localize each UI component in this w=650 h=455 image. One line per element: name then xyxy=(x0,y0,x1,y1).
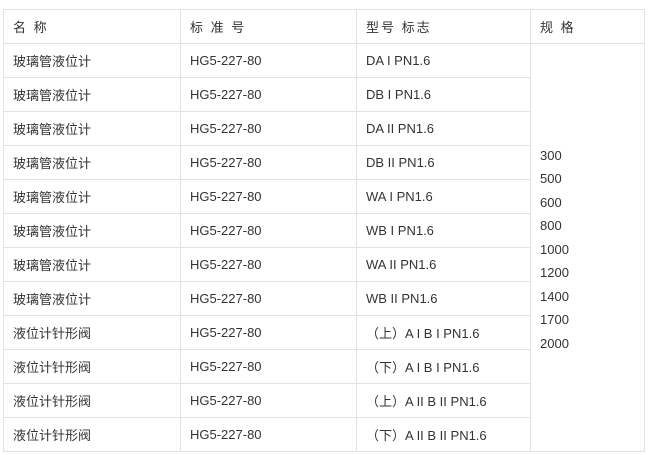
cell-name: 液位计针形阀 xyxy=(3,417,181,452)
cell-standard: HG5-227-80 xyxy=(180,179,357,214)
table-row: 液位计针形阀 HG5-227-80 （下）A I B I PN1.6 xyxy=(3,349,645,384)
cell-model: （上）A I B I PN1.6 xyxy=(356,315,531,350)
table-row: 液位计针形阀 HG5-227-80 （上）A I B I PN1.6 xyxy=(3,315,645,350)
spec-value: 1000 xyxy=(540,241,569,257)
cell-name: 玻璃管液位计 xyxy=(3,77,181,112)
cell-standard: HG5-227-80 xyxy=(180,417,357,452)
cell-name: 液位计针形阀 xyxy=(3,383,181,418)
header-standard: 标 准 号 xyxy=(180,9,357,44)
cell-model: DB II PN1.6 xyxy=(356,145,531,180)
cell-model: （下）A II B II PN1.6 xyxy=(356,417,531,452)
header-spec: 规 格 xyxy=(530,9,645,44)
spec-value: 500 xyxy=(540,171,562,187)
cell-standard: HG5-227-80 xyxy=(180,77,357,112)
cell-name: 玻璃管液位计 xyxy=(3,213,181,248)
table-row: 玻璃管液位计 HG5-227-80 WA I PN1.6 xyxy=(3,179,645,214)
cell-standard: HG5-227-80 xyxy=(180,383,357,418)
spec-value: 800 xyxy=(540,218,562,234)
spec-table: 名 称 标 准 号 型号 标志 规 格 玻璃管液位计 HG5-227-80 DA I… xyxy=(3,9,645,452)
cell-standard: HG5-227-80 xyxy=(180,145,357,180)
cell-name: 液位计针形阀 xyxy=(3,315,181,350)
spec-value: 2000 xyxy=(540,335,569,351)
cell-spec: 300 500 600 800 1000 1200 1400 1700 2000 xyxy=(530,43,645,452)
cell-standard: HG5-227-80 xyxy=(180,213,357,248)
cell-standard: HG5-227-80 xyxy=(180,43,357,78)
cell-name: 玻璃管液位计 xyxy=(3,145,181,180)
cell-model: DA II PN1.6 xyxy=(356,111,531,146)
table-row: 液位计针形阀 HG5-227-80 （下）A II B II PN1.6 xyxy=(3,417,645,452)
table-row: 玻璃管液位计 HG5-227-80 WA II PN1.6 xyxy=(3,247,645,282)
cell-standard: HG5-227-80 xyxy=(180,281,357,316)
spec-value: 600 xyxy=(540,194,562,210)
cell-standard: HG5-227-80 xyxy=(180,315,357,350)
spec-value: 1200 xyxy=(540,265,569,281)
table-row: 液位计针形阀 HG5-227-80 （上）A II B II PN1.6 xyxy=(3,383,645,418)
cell-model: （上）A II B II PN1.6 xyxy=(356,383,531,418)
cell-model: （下）A I B I PN1.6 xyxy=(356,349,531,384)
table-row: 玻璃管液位计 HG5-227-80 WB II PN1.6 xyxy=(3,281,645,316)
table-row: 玻璃管液位计 HG5-227-80 DA I PN1.6 300 500 600 800 10… xyxy=(3,43,645,452)
cell-standard: HG5-227-80 xyxy=(180,349,357,384)
cell-standard: HG5-227-80 xyxy=(180,247,357,282)
cell-name: 玻璃管液位计 xyxy=(3,43,181,78)
cell-model: DB I PN1.6 xyxy=(356,77,531,112)
table-row: 玻璃管液位计 HG5-227-80 DB I PN1.6 xyxy=(3,77,645,112)
cell-model: DA I PN1.6 xyxy=(356,43,531,78)
cell-name: 液位计针形阀 xyxy=(3,349,181,384)
cell-model: WA II PN1.6 xyxy=(356,247,531,282)
cell-standard: HG5-227-80 xyxy=(180,111,357,146)
header-name: 名 称 xyxy=(3,9,181,44)
spec-value: 1400 xyxy=(540,288,569,304)
cell-model: WB I PN1.6 xyxy=(356,213,531,248)
header-model: 型号 标志 xyxy=(356,9,531,44)
cell-name: 玻璃管液位计 xyxy=(3,281,181,316)
table-row: 玻璃管液位计 HG5-227-80 DA II PN1.6 xyxy=(3,111,645,146)
cell-model: WB II PN1.6 xyxy=(356,281,531,316)
cell-name: 玻璃管液位计 xyxy=(3,111,181,146)
cell-name: 玻璃管液位计 xyxy=(3,247,181,282)
spec-value: 1700 xyxy=(540,312,569,328)
table-row: 玻璃管液位计 HG5-227-80 WB I PN1.6 xyxy=(3,213,645,248)
cell-name: 玻璃管液位计 xyxy=(3,179,181,214)
header-row: 名 称 标 准 号 型号 标志 规 格 xyxy=(3,9,645,44)
cell-model: WA I PN1.6 xyxy=(356,179,531,214)
spec-value: 300 xyxy=(540,147,562,163)
table-row: 玻璃管液位计 HG5-227-80 DB II PN1.6 xyxy=(3,145,645,180)
